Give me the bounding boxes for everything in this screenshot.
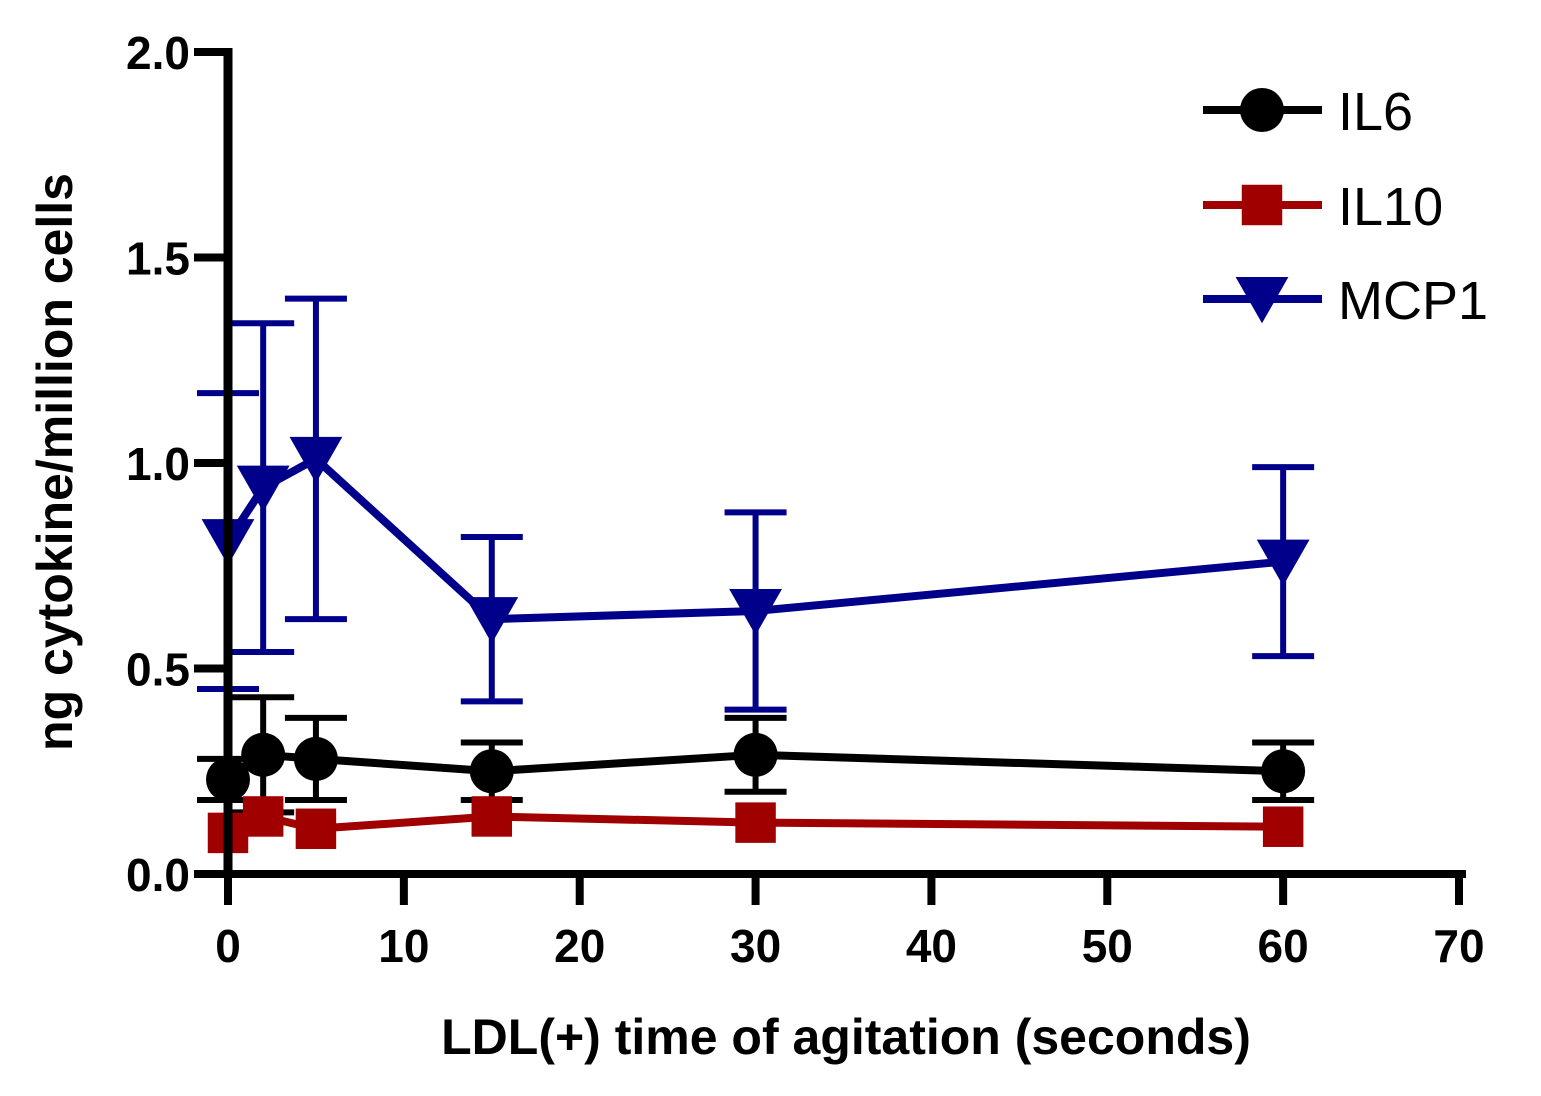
legend-label: IL10 — [1338, 177, 1443, 237]
x-tick-label-10: 10 — [378, 920, 429, 972]
x-tick-label-70: 70 — [1433, 920, 1484, 972]
x-tick-label-60: 60 — [1258, 920, 1309, 972]
y-tick-label-0.5: 0.5 — [126, 644, 190, 696]
x-tick-label-40: 40 — [906, 920, 957, 972]
legend-entry-il6: IL6 — [1203, 82, 1413, 142]
series-il6 — [197, 694, 1315, 816]
legend-entry-mcp1: MCP1 — [1203, 271, 1488, 331]
y-tick-label-2.0: 2.0 — [126, 27, 190, 79]
mcp1-point — [1256, 539, 1310, 586]
x-tick-label-0: 0 — [215, 920, 241, 972]
il6-point — [241, 732, 286, 777]
legend-marker — [1241, 184, 1283, 226]
y-tick-label-1.5: 1.5 — [126, 233, 190, 285]
il6-point — [1261, 749, 1306, 794]
y-axis-title: ng cytokine/million cells — [27, 173, 83, 751]
y-tick-label-0.0: 0.0 — [126, 849, 190, 901]
x-tick-label-50: 50 — [1082, 920, 1133, 972]
mcp1-point — [465, 597, 519, 644]
il6-point — [469, 749, 514, 794]
mcp1-point — [236, 465, 290, 512]
legend-marker — [1235, 277, 1289, 324]
mcp1-point — [729, 588, 782, 636]
legend-label: MCP1 — [1338, 271, 1488, 331]
il10-point — [1262, 806, 1304, 847]
il10-point — [242, 796, 284, 837]
series-layer — [197, 295, 1315, 854]
il10-point — [735, 802, 776, 843]
ticks-layer: 0 10 20 30 40 50 60 70 0.0 0.5 1.0 1.5 2.0 — [126, 27, 1485, 972]
legend-marker — [1240, 88, 1284, 132]
il6-point — [733, 732, 778, 777]
x-axis-title: LDL(+) time of agitation (seconds) — [441, 1009, 1251, 1065]
legend-entry-il10: IL10 — [1203, 177, 1443, 237]
legend-label: IL6 — [1338, 82, 1413, 142]
il10-point — [471, 796, 513, 837]
il6-point — [293, 736, 338, 781]
y-tick-label-1.0: 1.0 — [126, 438, 190, 490]
mcp1-point — [289, 436, 343, 484]
legend: IL6 IL10 MCP1 — [1203, 82, 1488, 331]
series-il10 — [207, 796, 1304, 854]
x-tick-label-20: 20 — [554, 920, 605, 972]
il10-point — [295, 808, 337, 850]
x-tick-label-30: 30 — [730, 920, 781, 972]
series-mcp1 — [197, 295, 1315, 713]
